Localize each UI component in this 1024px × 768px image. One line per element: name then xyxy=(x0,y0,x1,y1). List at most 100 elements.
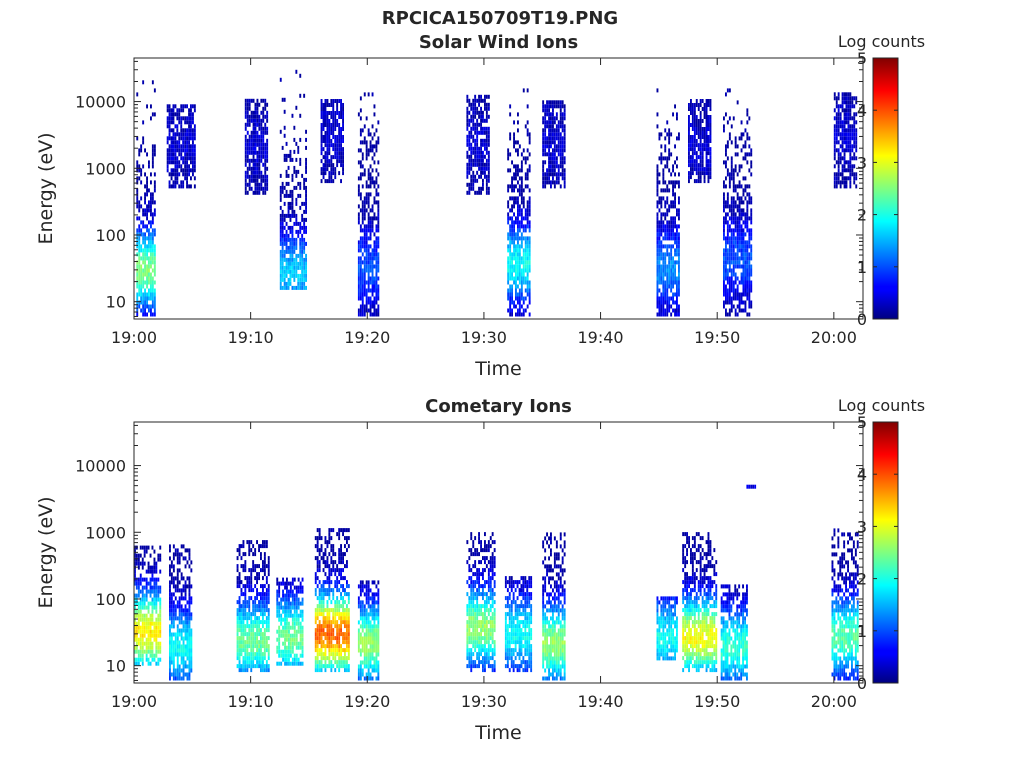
heatmap-cell xyxy=(666,312,669,317)
heatmap-cell xyxy=(326,135,329,139)
heatmap-cell xyxy=(837,120,840,125)
heatmap-cell xyxy=(153,272,156,277)
heatmap-cell xyxy=(180,148,183,153)
heatmap-cell xyxy=(509,268,512,273)
heatmap-cell xyxy=(736,152,739,157)
heatmap-cell xyxy=(291,209,294,214)
heatmap-cell xyxy=(151,152,154,157)
heatmap-cell xyxy=(746,220,749,225)
heatmap-cell xyxy=(148,164,150,169)
heatmap-cell xyxy=(180,116,183,121)
heatmap-cell xyxy=(282,625,284,630)
heatmap-cell xyxy=(141,589,144,594)
heatmap-cell xyxy=(180,676,183,681)
heatmap-cell xyxy=(141,561,144,566)
heatmap-cell xyxy=(726,156,729,161)
heatmap-cell xyxy=(748,312,751,317)
heatmap-cell xyxy=(293,653,296,658)
heatmap-cell xyxy=(288,641,290,646)
heatmap-cell xyxy=(563,160,566,165)
heatmap-cell xyxy=(375,148,378,153)
heatmap-cell xyxy=(170,624,173,629)
heatmap-cell xyxy=(236,584,239,589)
heatmap-cell xyxy=(144,196,146,201)
heatmap-cell xyxy=(299,157,302,162)
heatmap-cell xyxy=(485,134,488,139)
heatmap-cell xyxy=(518,228,521,233)
heatmap-cell xyxy=(377,276,380,281)
heatmap-cell xyxy=(153,561,156,566)
heatmap-cell xyxy=(279,285,282,290)
heatmap-cell xyxy=(359,164,362,169)
heatmap-cell xyxy=(552,172,554,177)
heatmap-cell xyxy=(262,564,264,569)
heatmap-cell xyxy=(330,167,333,172)
heatmap-cell xyxy=(250,138,253,143)
heatmap-cell xyxy=(855,120,858,125)
heatmap-cell xyxy=(244,592,247,597)
heatmap-cell xyxy=(371,292,374,297)
heatmap-cell xyxy=(252,600,255,605)
heatmap-cell xyxy=(150,172,152,177)
heatmap-cell xyxy=(265,592,268,597)
heatmap-cell xyxy=(688,127,690,131)
heatmap-cell xyxy=(328,175,331,180)
heatmap-cell xyxy=(248,186,251,191)
heatmap-cell xyxy=(509,288,512,293)
heatmap-cell xyxy=(507,184,510,189)
heatmap-cell xyxy=(190,168,192,173)
heatmap-cell xyxy=(520,284,523,289)
heatmap-cell xyxy=(172,160,175,165)
heatmap-cell xyxy=(256,640,258,645)
heatmap-cell xyxy=(192,104,194,109)
heatmap-cell xyxy=(248,640,251,645)
heatmap-cell xyxy=(748,240,751,245)
heatmap-cell xyxy=(328,147,331,152)
heatmap-cell xyxy=(835,132,838,137)
heatmap-cell xyxy=(367,168,370,173)
heatmap-cell xyxy=(359,228,362,233)
heatmap-cell xyxy=(520,176,523,181)
heatmap-cell xyxy=(332,111,335,115)
heatmap-cell xyxy=(699,127,702,131)
heatmap-cell xyxy=(174,152,177,157)
heatmap-cell xyxy=(548,164,550,169)
heatmap-cell xyxy=(843,164,846,169)
heatmap-cell xyxy=(169,592,171,597)
heatmap-cell xyxy=(138,236,141,241)
heatmap-cell xyxy=(528,288,531,293)
heatmap-cell xyxy=(703,107,706,111)
heatmap-cell xyxy=(522,268,525,273)
heatmap-cell xyxy=(295,621,298,626)
heatmap-cell xyxy=(291,577,294,582)
heatmap-cell xyxy=(357,240,360,245)
heatmap-cell xyxy=(693,123,696,127)
heatmap-cell xyxy=(159,609,162,614)
heatmap-cell xyxy=(843,100,846,105)
heatmap-cell xyxy=(301,645,304,650)
heatmap-cell xyxy=(137,577,140,582)
heatmap-cell xyxy=(143,577,146,582)
heatmap-cell xyxy=(849,140,852,145)
heatmap-cell xyxy=(542,136,545,141)
heatmap-cell xyxy=(301,629,304,634)
heatmap-cell xyxy=(151,160,154,165)
heatmap-cell xyxy=(244,134,247,139)
heatmap-cell xyxy=(734,220,737,225)
heatmap-cell xyxy=(664,180,667,185)
heatmap-cell xyxy=(267,648,270,653)
heatmap-cell xyxy=(845,168,848,173)
heatmap-cell xyxy=(699,151,702,156)
heatmap-cell xyxy=(732,220,735,225)
heatmap-cell xyxy=(476,134,479,139)
heatmap-cell xyxy=(666,160,669,165)
heatmap-cell xyxy=(236,580,239,585)
heatmap-cell xyxy=(725,240,727,245)
heatmap-cell xyxy=(188,584,191,589)
heatmap-cell xyxy=(357,264,360,269)
heatmap-cell xyxy=(184,620,187,625)
heatmap-cell xyxy=(174,180,177,185)
heatmap-cell xyxy=(725,292,727,297)
heatmap-cell xyxy=(238,584,241,589)
heatmap-cell xyxy=(328,111,331,115)
